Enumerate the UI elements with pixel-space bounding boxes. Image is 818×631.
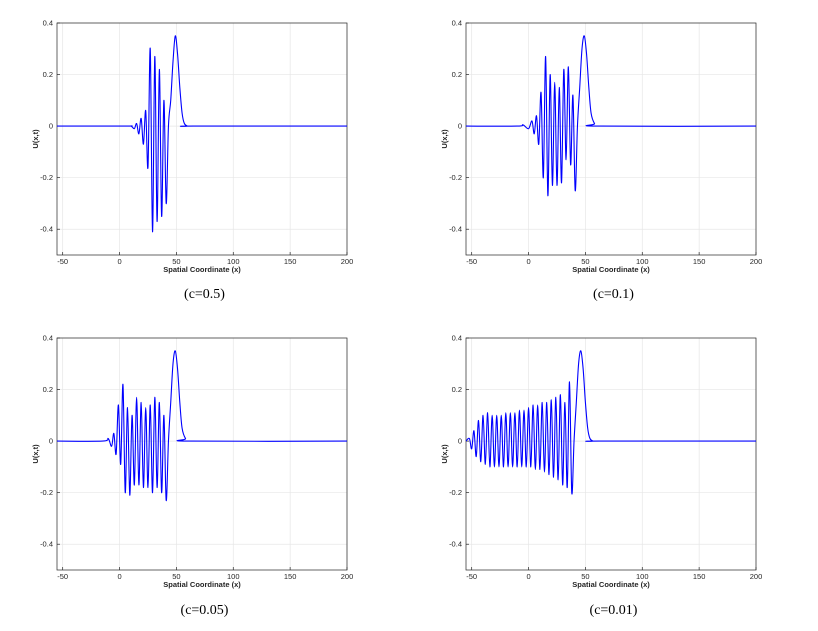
x-tick-label: -50 <box>466 257 477 266</box>
chart-panel-4: -50 0 50 100 150 200 -0.4 -0.2 0 0.2 0.4 Spatial Co… <box>409 315 818 630</box>
y-tick-label: -0.2 <box>40 488 53 497</box>
chart-1: -50 0 50 100 150 200 -0.4 -0.2 0 0.2 0.4 Spatial Co… <box>31 19 354 275</box>
y-tick-label: 0 <box>458 437 462 446</box>
plot-area <box>57 23 347 255</box>
y-tick-label: 0.2 <box>452 385 462 394</box>
chart-4: -50 0 50 100 150 200 -0.4 -0.2 0 0.2 0.4 Spatial Co… <box>440 334 763 590</box>
x-tick-label: 200 <box>750 572 763 581</box>
x-axis-label: Spatial Coordinate (x) <box>163 580 241 589</box>
x-tick-label: 50 <box>172 572 180 581</box>
chart-3: -50 0 50 100 150 200 -0.4 -0.2 0 0.2 0.4 Spatial Co… <box>31 334 354 590</box>
x-tick-label: 0 <box>117 257 121 266</box>
x-tick-label: 150 <box>693 572 706 581</box>
y-axis-label: U(x,t) <box>440 444 449 464</box>
x-tick-label: -50 <box>57 257 68 266</box>
y-axis-label: U(x,t) <box>31 444 40 464</box>
y-tick-label: 0.2 <box>43 70 53 79</box>
series-line <box>56 350 348 501</box>
x-tick-label: 200 <box>341 572 354 581</box>
y-tick-label: -0.2 <box>449 488 462 497</box>
x-tick-label: 0 <box>526 257 530 266</box>
axes-frame <box>465 22 757 256</box>
x-tick-label: -50 <box>57 572 68 581</box>
x-tick-label: -50 <box>466 572 477 581</box>
y-tick-label: -0.2 <box>449 173 462 182</box>
x-tick-label: 100 <box>227 572 240 581</box>
y-tick-label: 0 <box>49 437 53 446</box>
y-tick-label: 0.4 <box>43 334 53 343</box>
y-tick-label: 0.4 <box>43 19 53 28</box>
x-tick-label: 150 <box>284 257 297 266</box>
x-tick-label: 150 <box>284 572 297 581</box>
series-line <box>465 350 756 495</box>
x-tick-label: 50 <box>172 257 180 266</box>
x-tick-label: 50 <box>581 257 589 266</box>
chart-caption-3: (c=0.05) <box>180 603 229 618</box>
plot-area <box>57 338 347 570</box>
plot-area <box>466 23 756 255</box>
chart-caption-1: (c=0.5) <box>184 287 225 302</box>
y-tick-label: -0.2 <box>40 173 53 182</box>
x-axis-label: Spatial Coordinate (x) <box>572 265 650 274</box>
x-tick-label: 200 <box>750 257 763 266</box>
x-tick-label: 200 <box>341 257 354 266</box>
y-tick-label: 0 <box>458 122 462 131</box>
x-tick-label: 50 <box>581 572 589 581</box>
y-tick-label: 0.2 <box>452 70 462 79</box>
x-tick-label: 150 <box>693 257 706 266</box>
y-tick-label: 0.2 <box>43 385 53 394</box>
y-tick-label: -0.4 <box>449 540 462 549</box>
y-axis-label: U(x,t) <box>31 129 40 149</box>
y-tick-label: -0.4 <box>40 540 53 549</box>
x-axis-label: Spatial Coordinate (x) <box>163 265 241 274</box>
x-tick-label: 100 <box>636 572 649 581</box>
y-axis-label: U(x,t) <box>440 129 449 149</box>
series-line <box>465 35 757 197</box>
chart-panel-3: -50 0 50 100 150 200 -0.4 -0.2 0 0.2 0.4 Spatial Co… <box>0 315 409 630</box>
x-tick-label: 100 <box>227 257 240 266</box>
x-tick-label: 0 <box>117 572 121 581</box>
y-tick-label: -0.4 <box>40 225 53 234</box>
chart-2: -50 0 50 100 150 200 -0.4 -0.2 0 0.2 0.4 Spatial Co… <box>440 19 763 275</box>
axes-frame <box>56 337 348 571</box>
x-axis-label: Spatial Coordinate (x) <box>572 580 650 589</box>
axes-frame <box>465 337 757 571</box>
series-line <box>57 35 347 233</box>
axes-frame <box>56 22 348 256</box>
plot-area <box>466 338 756 570</box>
chart-panel-2: -50 0 50 100 150 200 -0.4 -0.2 0 0.2 0.4 Spatial Co… <box>409 0 818 315</box>
y-tick-label: 0.4 <box>452 334 462 343</box>
y-tick-label: 0 <box>49 122 53 131</box>
chart-panel-1: -50 0 50 100 150 200 -0.4 -0.2 0 0.2 0.4 Spatial Co… <box>0 0 409 315</box>
chart-caption-4: (c=0.01) <box>589 603 638 618</box>
x-tick-label: 100 <box>636 257 649 266</box>
chart-caption-2: (c=0.1) <box>593 287 634 302</box>
y-tick-label: -0.4 <box>449 225 462 234</box>
y-tick-label: 0.4 <box>452 19 462 28</box>
x-tick-label: 0 <box>526 572 530 581</box>
